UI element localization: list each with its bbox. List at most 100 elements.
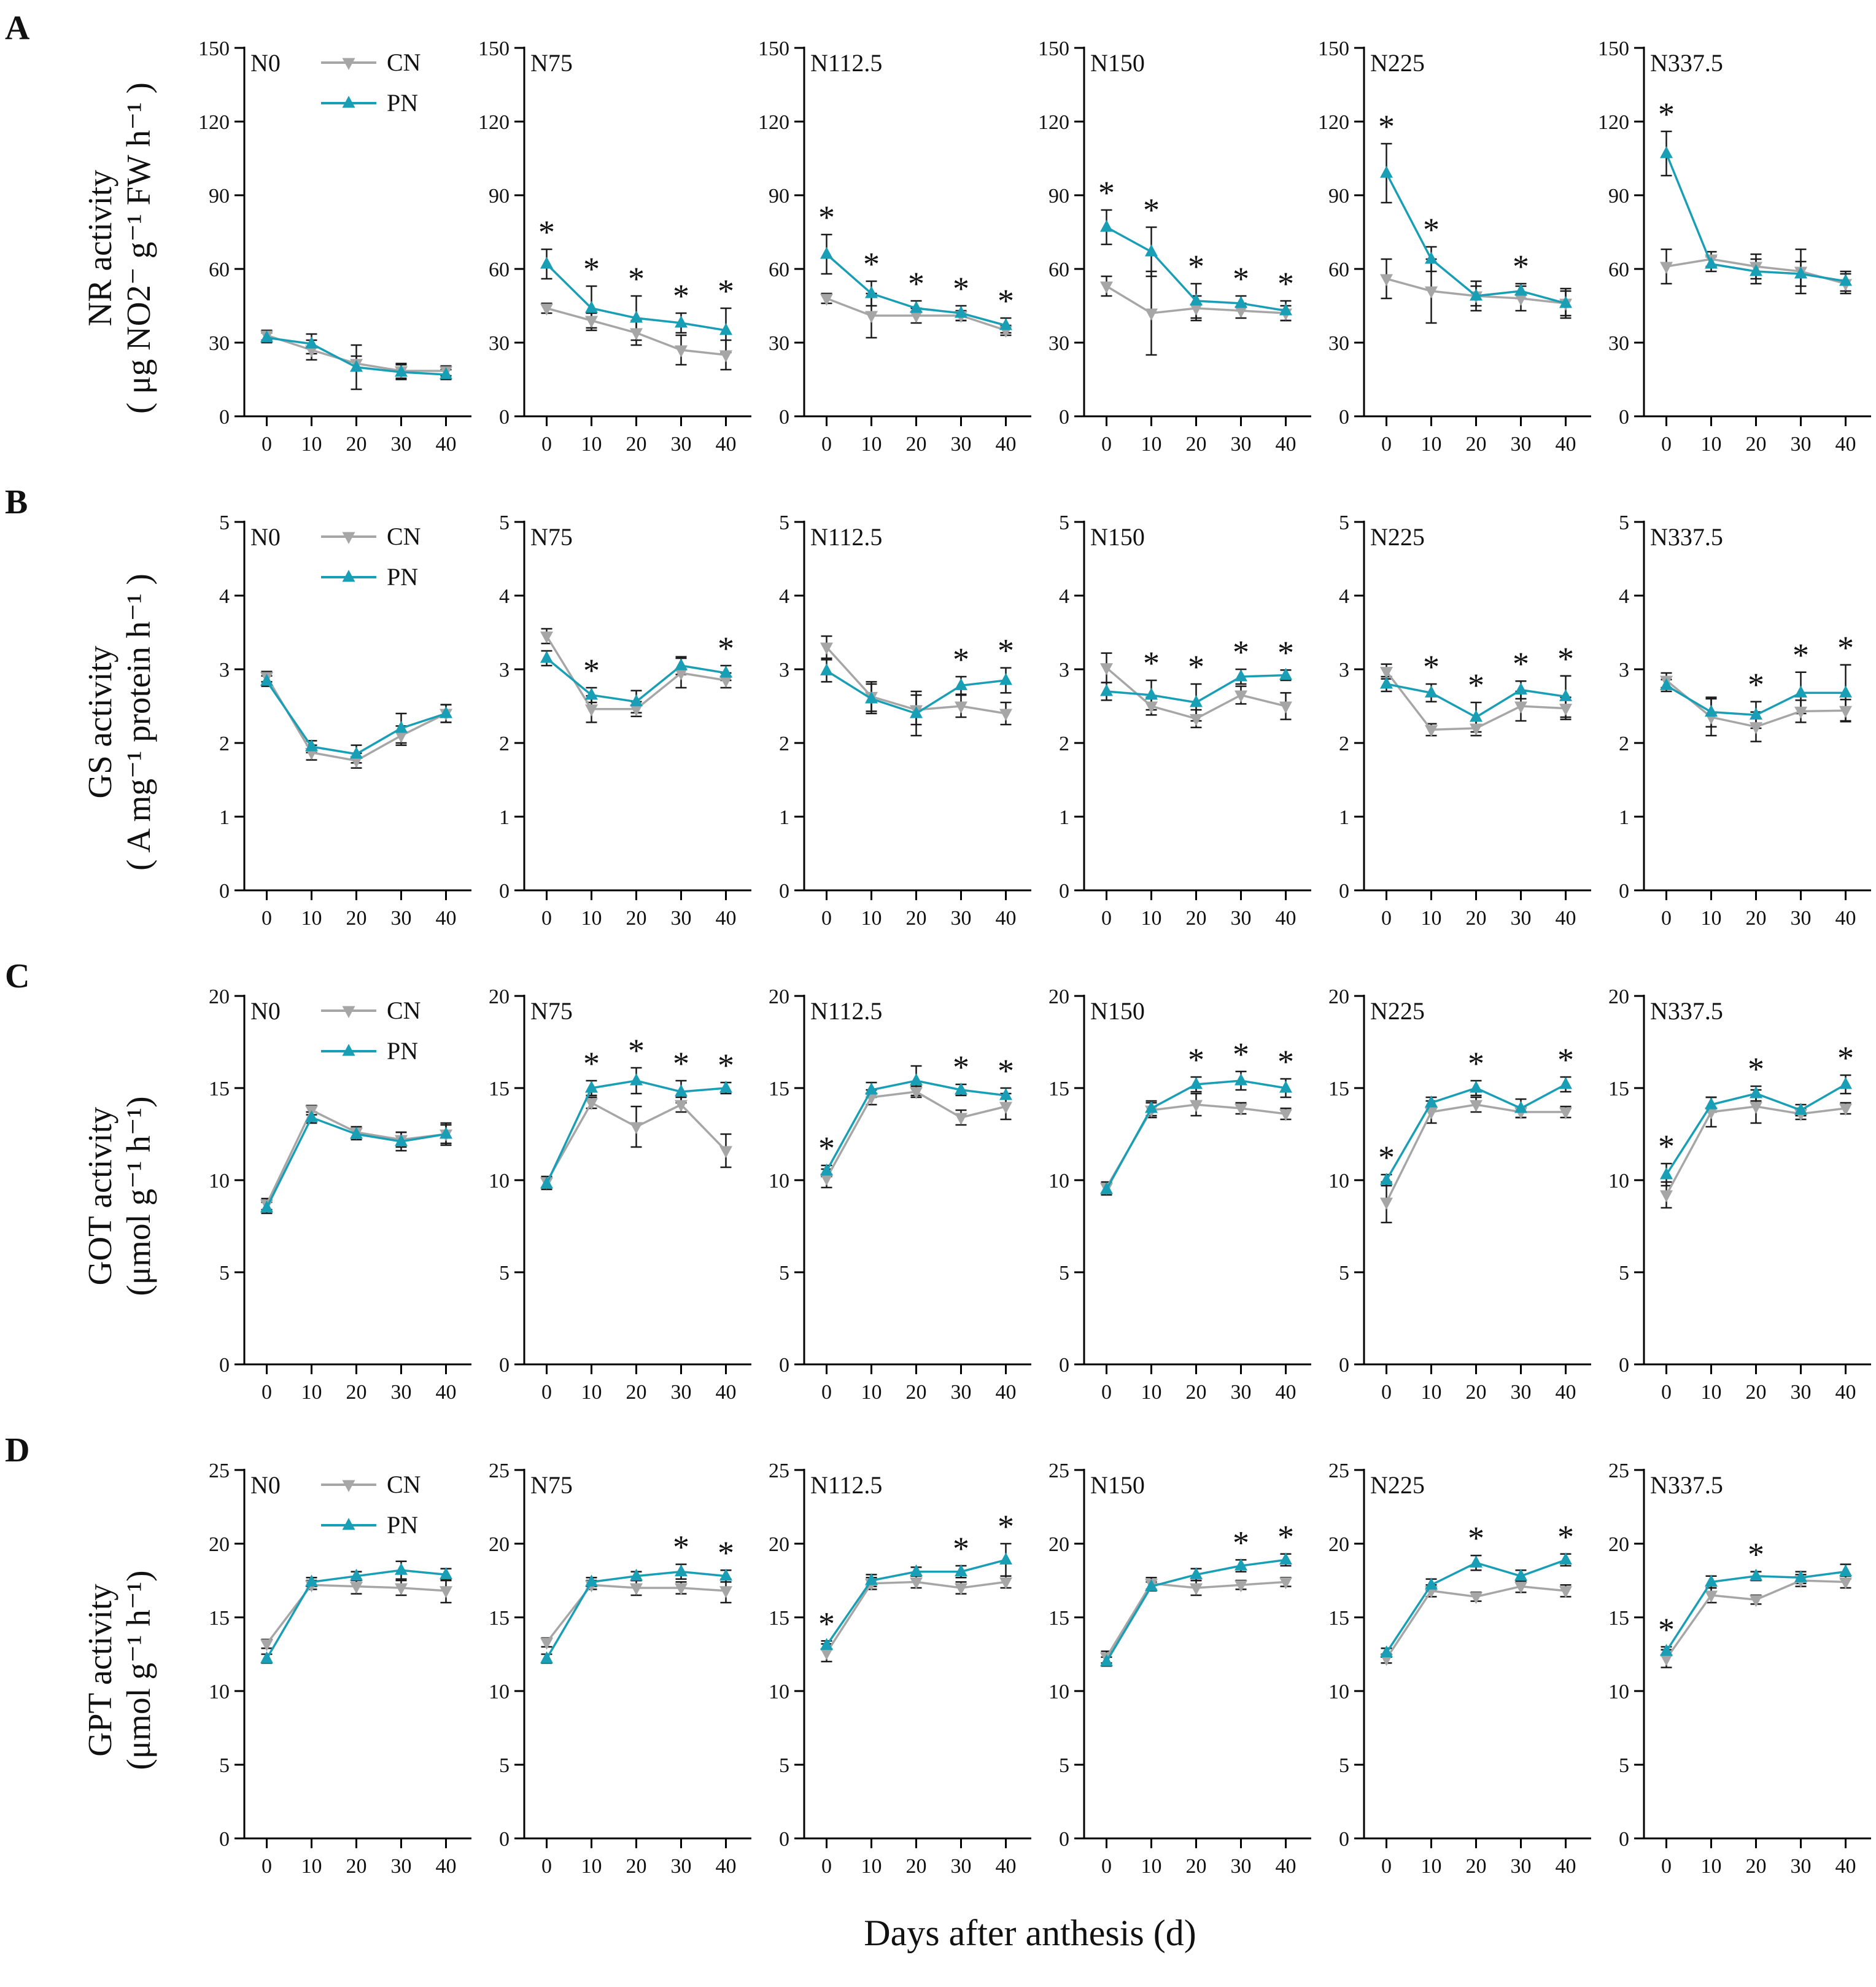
- x-tick-label: 0: [541, 1855, 552, 1878]
- significance-star: *: [1277, 1043, 1294, 1080]
- panel-N75: 0 1 2 3 4 5 0 10 20 30 40 * * N75: [475, 485, 755, 959]
- y-tick-label: 20: [1328, 986, 1349, 1008]
- x-tick-label: 30: [1791, 907, 1812, 930]
- panel-title: N112.5: [810, 49, 882, 77]
- panel-N150: 0 30 60 90 120 150 0 10 20 30 40 * * * * * N150: [1035, 11, 1315, 485]
- y-tick-label: 0: [499, 880, 510, 903]
- y-axis-label: GPT activity (μmol g⁻¹ h⁻¹): [80, 1570, 158, 1770]
- panel-N112.5: 0 5 10 15 20 25 0 10 20 30 40 * * * N112.5: [755, 1433, 1035, 1907]
- x-tick-label: 10: [1421, 1381, 1442, 1404]
- significance-star: *: [998, 282, 1014, 319]
- x-tick-label: 40: [1556, 433, 1576, 456]
- panel-N225: 0 30 60 90 120 150 0 10 20 30 40 * * * N225: [1315, 11, 1595, 485]
- significance-star: *: [583, 1045, 600, 1082]
- panel-N75: 0 5 10 15 20 0 10 20 30 40 * * * * N75: [475, 959, 755, 1433]
- x-tick-label: 10: [1421, 907, 1442, 930]
- significance-star: *: [1748, 1536, 1764, 1573]
- legend-label-cn: CN: [387, 997, 421, 1024]
- cn-series: [1380, 1582, 1572, 1666]
- panel-strip: 0 5 10 15 20 0 10 20 30 40 N0 CN PN 0 5 10 15 20 0 10 20 30 40…: [195, 959, 1875, 1433]
- y-tick-label: 30: [489, 332, 510, 355]
- y-tick-label: 20: [489, 986, 510, 1008]
- x-tick-label: 30: [951, 1855, 972, 1878]
- panel-N75: 0 30 60 90 120 150 0 10 20 30 40 * * * * * N75: [475, 11, 755, 485]
- line-chart-N112.5: 0 1 2 3 4 5 0 10 20 30 40 * * N112.5: [779, 511, 1031, 930]
- y-tick-label: 150: [1598, 37, 1629, 60]
- x-tick-label: 10: [1701, 1381, 1722, 1404]
- x-tick-label: 20: [1746, 433, 1767, 456]
- significance-star: *: [1233, 260, 1249, 297]
- y-tick-label: 10: [1048, 1681, 1069, 1703]
- x-tick-label: 40: [996, 1381, 1017, 1404]
- y-tick-label: 10: [209, 1681, 230, 1703]
- y-tick-label: 0: [779, 406, 789, 429]
- y-tick-label: 10: [1608, 1681, 1629, 1703]
- x-tick-label: 0: [1661, 433, 1672, 456]
- x-tick-label: 10: [1421, 433, 1442, 456]
- y-axis-label-line2: (μmol g⁻¹ h⁻¹): [120, 1096, 157, 1296]
- y-tick-label: 10: [1608, 1170, 1629, 1192]
- x-tick-label: 20: [906, 1855, 927, 1878]
- x-tick-label: 10: [1141, 1855, 1162, 1878]
- significance-star: *: [1277, 634, 1294, 671]
- significance-star: *: [1557, 1041, 1574, 1078]
- line-chart-N150: 0 5 10 15 20 25 0 10 20 30 40 * * N150: [1048, 1460, 1311, 1878]
- y-tick-label: 25: [489, 1460, 510, 1482]
- x-tick-label: 30: [1511, 907, 1532, 930]
- line-chart-N75: 0 5 10 15 20 0 10 20 30 40 * * * * N75: [489, 986, 751, 1404]
- pn-series: [1660, 146, 1852, 286]
- y-tick-label: 5: [499, 1754, 510, 1777]
- panel-N150: 0 5 10 15 20 0 10 20 30 40 * * * N150: [1035, 959, 1315, 1433]
- significance-star: *: [1233, 1524, 1249, 1561]
- y-tick-label: 1: [779, 806, 789, 829]
- x-tick-label: 0: [262, 1381, 272, 1404]
- y-tick-label: 60: [1048, 259, 1069, 281]
- y-tick-label: 0: [219, 1354, 230, 1377]
- y-tick-label: 4: [1059, 585, 1069, 608]
- x-tick-label: 20: [1746, 1855, 1767, 1878]
- y-tick-label: 0: [1619, 1828, 1629, 1851]
- x-tick-label: 20: [1466, 1855, 1487, 1878]
- x-tick-label: 20: [1466, 1381, 1487, 1404]
- y-tick-label: 0: [1619, 406, 1629, 429]
- x-tick-label: 0: [1101, 433, 1112, 456]
- significance-star: *: [1277, 265, 1294, 302]
- y-tick-label: 20: [769, 1533, 789, 1556]
- panel-N0: 0 30 60 90 120 150 0 10 20 30 40 N0 CN PN: [195, 11, 475, 485]
- x-tick-label: 0: [821, 433, 832, 456]
- cn-series: [820, 1087, 1012, 1186]
- x-tick-label: 40: [1835, 1381, 1856, 1404]
- y-tick-label: 4: [499, 585, 510, 608]
- x-tick-label: 30: [951, 1381, 972, 1404]
- y-tick-label: 60: [769, 259, 789, 281]
- y-tick-label: 30: [1048, 332, 1069, 355]
- y-tick-label: 15: [1328, 1607, 1349, 1630]
- y-tick-label: 0: [1059, 406, 1069, 429]
- panel-title: N337.5: [1650, 49, 1723, 77]
- pn-series: [1660, 1564, 1852, 1656]
- significance-star: *: [1793, 637, 1809, 674]
- significance-star: *: [1188, 648, 1204, 685]
- panel-title: N0: [250, 49, 281, 77]
- x-tick-label: 20: [1186, 433, 1207, 456]
- pn-series: [1380, 677, 1572, 722]
- significance-star: *: [818, 199, 835, 236]
- legend: CN PN: [321, 49, 421, 117]
- chart-row-A: A NR activity( μg NO2⁻ g⁻¹ FW h⁻¹ ) 0 30 60 9…: [0, 11, 1876, 485]
- y-tick-label: 15: [209, 1607, 230, 1630]
- x-tick-label: 10: [861, 1381, 882, 1404]
- line-chart-N75: 0 30 60 90 120 150 0 10 20 30 40 * * * * * N75: [478, 37, 751, 456]
- y-tick-label: 120: [198, 111, 230, 134]
- y-tick-label: 20: [1048, 1533, 1069, 1556]
- x-tick-label: 20: [626, 433, 647, 456]
- x-tick-label: 0: [1661, 907, 1672, 930]
- significance-star: *: [1098, 174, 1115, 211]
- pn-series: [1100, 220, 1292, 316]
- pn-series: [1660, 678, 1852, 720]
- panel-N337.5: 0 30 60 90 120 150 0 10 20 30 40 * N337.5: [1595, 11, 1875, 485]
- x-tick-label: 40: [1835, 433, 1856, 456]
- significance-star: *: [1837, 1040, 1854, 1076]
- pn-series: [540, 1564, 732, 1663]
- x-tick-label: 30: [951, 907, 972, 930]
- y-tick-label: 0: [1339, 880, 1349, 903]
